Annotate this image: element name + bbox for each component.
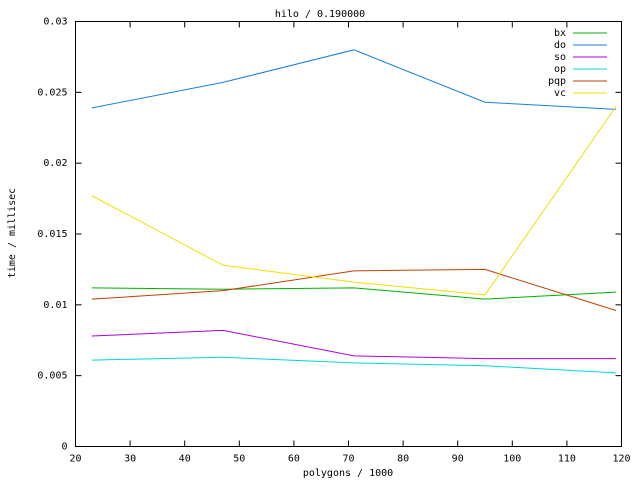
series-line	[91, 356, 617, 374]
series-line	[91, 329, 617, 360]
x-tick-label: 40	[179, 454, 191, 465]
x-tick-label: 80	[397, 454, 409, 465]
x-tick-label: 50	[233, 454, 245, 465]
series-line	[91, 287, 617, 300]
chart-title: hilo / 0.190000	[275, 9, 365, 20]
x-tick-label: 100	[503, 454, 521, 465]
y-tick-label: 0.015	[37, 229, 67, 240]
y-tick-label: 0.01	[43, 300, 67, 311]
series-line	[91, 268, 617, 311]
series-line	[91, 106, 617, 296]
y-tick-label: 0	[61, 442, 67, 453]
x-tick-label: 120	[612, 454, 630, 465]
legend-label: do	[554, 40, 566, 51]
x-tick-label: 90	[452, 454, 464, 465]
x-tick-label: 30	[124, 454, 136, 465]
y-tick-label: 0.025	[37, 87, 67, 98]
x-tick-label: 60	[288, 454, 300, 465]
legend-label: op	[554, 64, 566, 75]
y-axis-label: time / millisec	[7, 188, 18, 278]
y-tick-label: 0.02	[43, 158, 67, 169]
x-tick-label: 70	[342, 454, 354, 465]
x-tick-label: 20	[69, 454, 81, 465]
legend-label: vc	[554, 88, 566, 99]
y-tick-label: 0.005	[37, 371, 67, 382]
legend-label: so	[554, 52, 566, 63]
series-line	[91, 49, 617, 110]
x-axis-label: polygons / 1000	[303, 468, 393, 479]
legend-label: bx	[554, 28, 566, 39]
legend-label: pqp	[548, 76, 566, 87]
y-tick-label: 0.03	[43, 17, 67, 28]
x-tick-label: 110	[558, 454, 576, 465]
